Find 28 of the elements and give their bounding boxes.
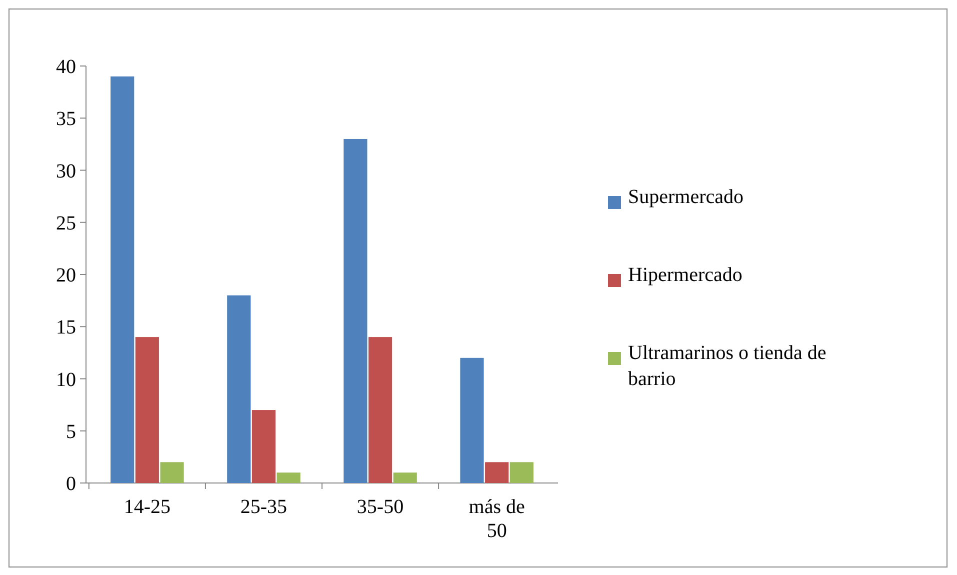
legend-label: Ultramarinos o tienda de barrio (628, 342, 826, 390)
legend-label: Hipermercado (628, 264, 742, 286)
bar (393, 472, 417, 483)
bar (160, 462, 184, 483)
x-tick-label: 14-25 (124, 496, 171, 518)
x-tick-label: 25-35 (240, 496, 288, 518)
bar (485, 462, 509, 483)
y-tick-label: 0 (66, 473, 76, 495)
y-tick-label: 40 (56, 56, 76, 78)
bar (460, 358, 484, 483)
bar (510, 462, 534, 483)
y-tick-label: 35 (56, 108, 76, 130)
bar (135, 337, 159, 483)
bar (227, 295, 251, 483)
x-tick-label: 35-50 (356, 496, 404, 518)
bar (110, 76, 134, 483)
y-tick-label: 20 (56, 264, 76, 286)
legend-label: Supermercado (628, 186, 744, 208)
y-tick-label: 10 (56, 368, 76, 391)
x-tick-label: más de 50 (468, 496, 525, 542)
bar (344, 138, 368, 483)
y-tick-label: 15 (56, 316, 76, 339)
y-tick-label: 25 (56, 212, 76, 234)
bar (276, 472, 300, 483)
bar (252, 410, 276, 483)
y-tick-label: 5 (66, 420, 76, 443)
bar (368, 337, 392, 483)
y-tick-label: 30 (56, 160, 76, 182)
